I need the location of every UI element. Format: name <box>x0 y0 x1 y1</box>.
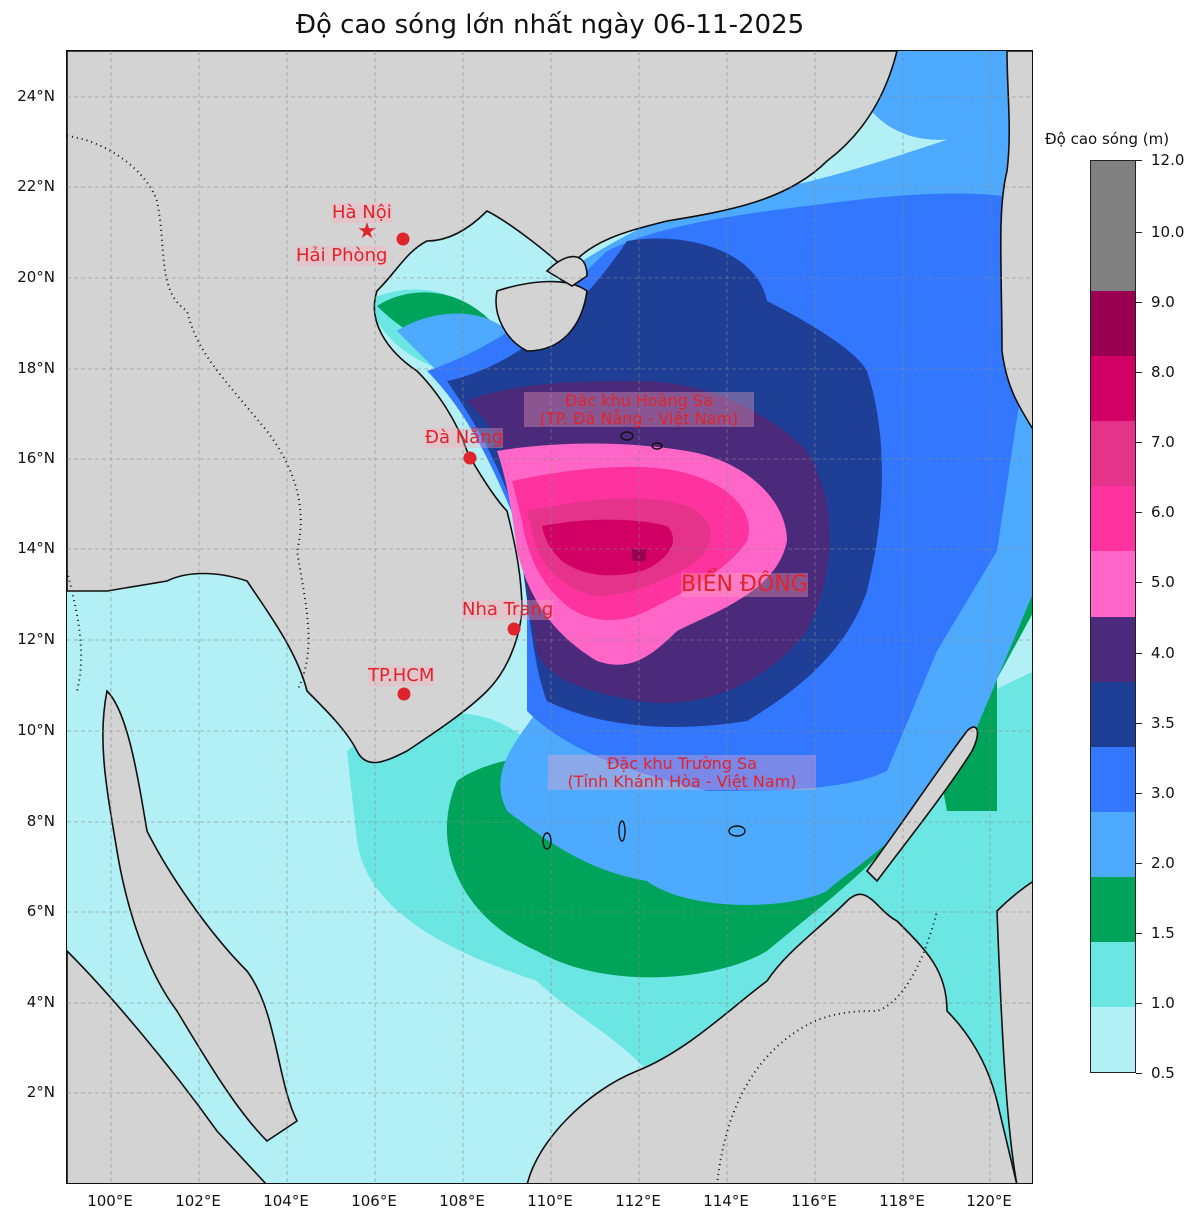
y-tick-4n: 4°N <box>26 993 55 1011</box>
danang-marker-icon <box>463 451 477 465</box>
colorbar-label-3: 3.0 <box>1151 784 1175 802</box>
label-truong-sa-line2: (Tỉnh Khánh Hòa - Việt Nam) <box>567 771 797 791</box>
x-tick-100e: 100°E <box>87 1192 133 1210</box>
x-tick-120e: 120°E <box>966 1192 1012 1210</box>
colorbar-bin-4-5 <box>1091 616 1135 682</box>
colorbar-label-8: 8.0 <box>1151 363 1175 381</box>
y-tick-6n: 6°N <box>26 902 55 920</box>
colorbar-label-2: 2.0 <box>1151 854 1175 872</box>
x-tick-108e: 108°E <box>439 1192 485 1210</box>
colorbar-label-9: 9.0 <box>1151 293 1175 311</box>
y-tick-16n: 16°N <box>17 449 55 467</box>
colorbar-label-6: 6.0 <box>1151 503 1175 521</box>
colorbar-label-1.5: 1.5 <box>1151 924 1175 942</box>
x-tick-116e: 116°E <box>791 1192 837 1210</box>
y-tick-2n: 2°N <box>26 1083 55 1101</box>
nhatrang-marker-icon <box>507 622 521 636</box>
y-tick-18n: 18°N <box>17 359 55 377</box>
label-hoang-sa-line2: (TP. Đà Nẵng - Việt Nam) <box>539 408 739 428</box>
y-tick-22n: 22°N <box>17 177 55 195</box>
colorbar-label-12: 12.0 <box>1151 151 1185 169</box>
colorbar-bin-1.5-2 <box>1091 876 1135 942</box>
x-tick-114e: 114°E <box>703 1192 749 1210</box>
colorbar-label-1: 1.0 <box>1151 994 1175 1012</box>
colorbar-label-3.5: 3.5 <box>1151 714 1175 732</box>
wave-height-map <box>66 50 1033 1184</box>
colorbar-label-0.5: 0.5 <box>1151 1064 1175 1082</box>
label-haiphong: Hải Phòng <box>296 245 388 266</box>
colorbar-bin-3.5-4 <box>1091 681 1135 747</box>
colorbar-label-5: 5.0 <box>1151 573 1175 591</box>
colorbar-bin-0.5-1 <box>1091 1007 1135 1073</box>
hanoi-star-icon: ★ <box>357 218 377 244</box>
x-tick-118e: 118°E <box>879 1192 925 1210</box>
tphcm-marker-icon <box>397 687 411 701</box>
label-truong-sa: Đặc khu Trường Sa (Tỉnh Khánh Hòa - Việt… <box>548 754 816 791</box>
y-tick-8n: 8°N <box>26 812 55 830</box>
label-nhatrang: Nha Trang <box>462 599 554 620</box>
haiphong-marker-icon <box>396 232 410 246</box>
label-danang: Đà Nẵng <box>425 427 504 448</box>
colorbar-bin-10-12 <box>1091 161 1135 292</box>
label-hanoi: Hà Nội <box>332 202 392 223</box>
colorbar-bin-1-1.5 <box>1091 941 1135 1007</box>
colorbar-label-10: 10.0 <box>1151 223 1185 241</box>
x-tick-112e: 112°E <box>615 1192 661 1210</box>
label-hoang-sa: Đặc khu Hoàng Sa (TP. Đà Nẵng - Việt Nam… <box>524 391 754 428</box>
x-tick-110e: 110°E <box>527 1192 573 1210</box>
y-tick-20n: 20°N <box>17 268 55 286</box>
colorbar-bin-2-3 <box>1091 811 1135 877</box>
y-tick-24n: 24°N <box>17 87 55 105</box>
map-svg <box>67 51 1032 1183</box>
colorbar-bin-7-8 <box>1091 421 1135 487</box>
label-truong-sa-line1: Đặc khu Trường Sa <box>607 754 757 773</box>
y-tick-10n: 10°N <box>17 721 55 739</box>
colorbar-bin-8-9 <box>1091 356 1135 422</box>
colorbar-bin-3-3.5 <box>1091 746 1135 812</box>
colorbar-label-4: 4.0 <box>1151 644 1175 662</box>
x-tick-106e: 106°E <box>351 1192 397 1210</box>
colorbar-bin-5-6 <box>1091 551 1135 617</box>
chart-title: Độ cao sóng lớn nhất ngày 06-11-2025 <box>295 10 805 40</box>
label-bien-dong: BIỂN ĐÔNG <box>681 572 808 598</box>
colorbar-bin-9-10 <box>1091 291 1135 357</box>
x-tick-104e: 104°E <box>263 1192 309 1210</box>
colorbar <box>1090 160 1136 1073</box>
y-tick-12n: 12°N <box>17 630 55 648</box>
colorbar-title: Độ cao sóng (m) <box>1045 130 1170 148</box>
colorbar-bin-6-7 <box>1091 486 1135 552</box>
x-tick-102e: 102°E <box>175 1192 221 1210</box>
label-hoang-sa-line1: Đặc khu Hoàng Sa <box>565 391 713 410</box>
y-tick-14n: 14°N <box>17 539 55 557</box>
label-tphcm: TP.HCM <box>368 665 435 686</box>
colorbar-label-7: 7.0 <box>1151 433 1175 451</box>
